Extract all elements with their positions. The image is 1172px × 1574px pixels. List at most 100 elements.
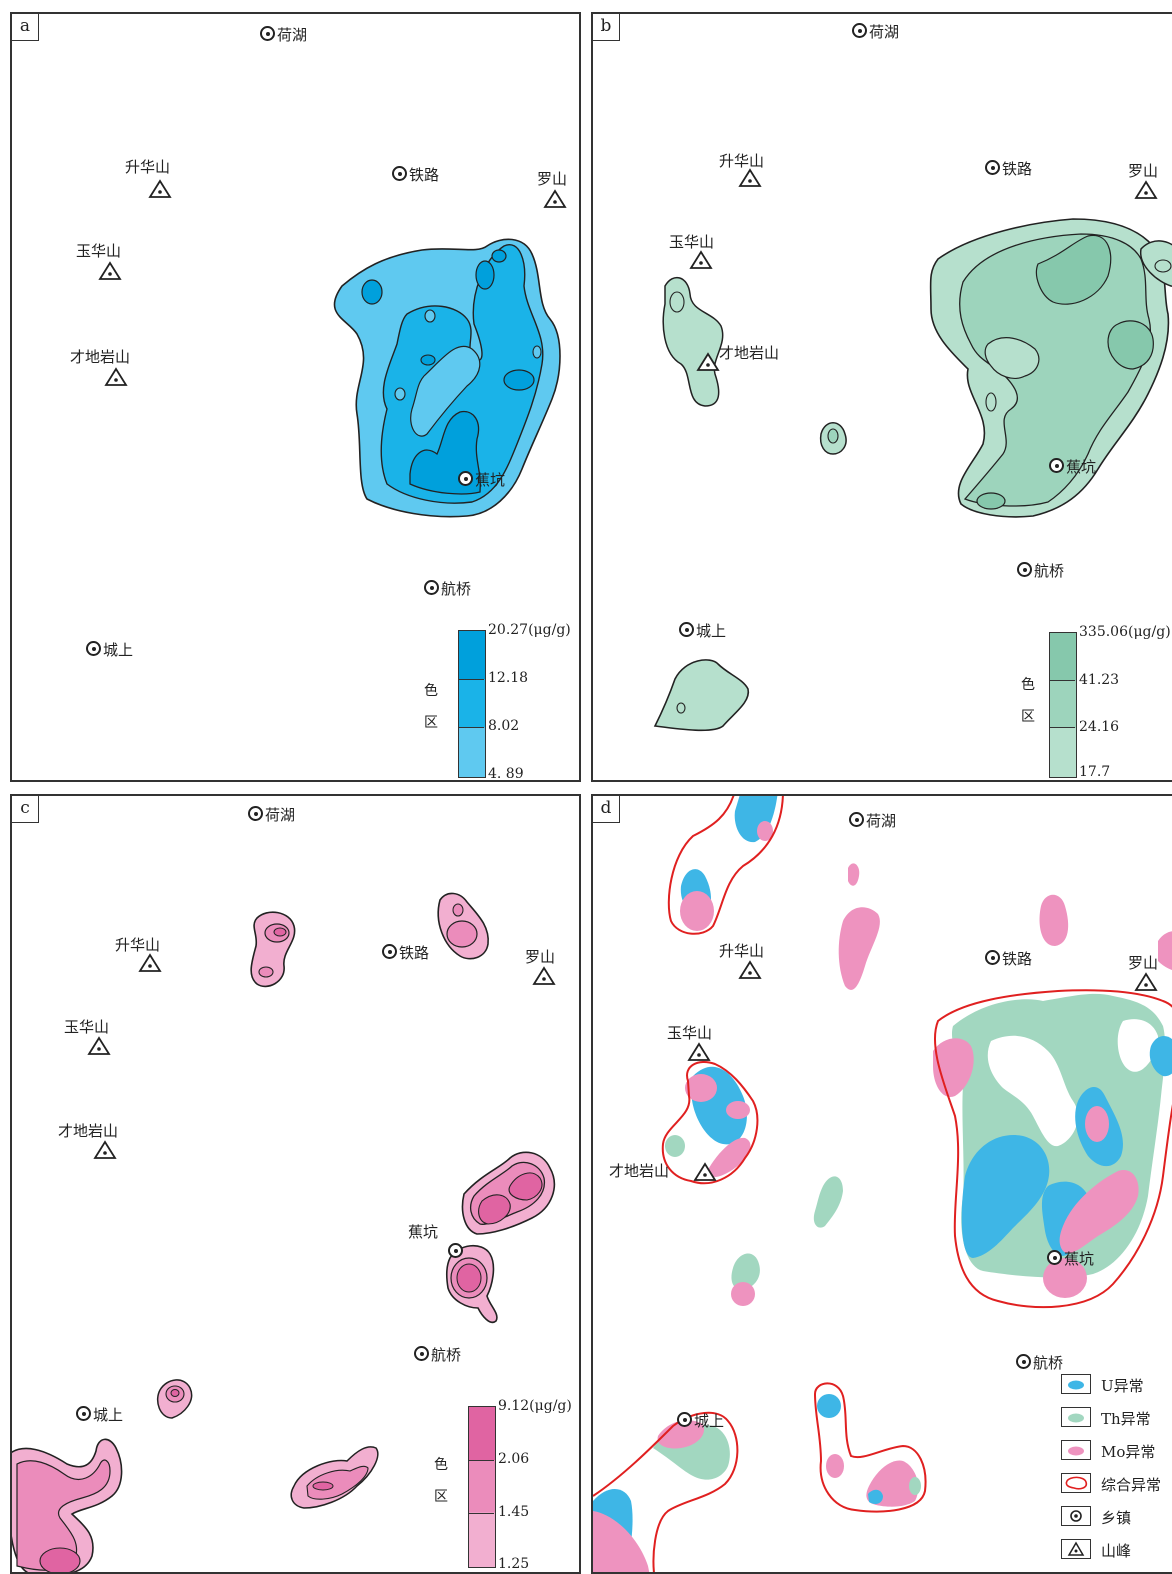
- mo-zone-inner: [170, 1389, 180, 1397]
- town-icon: [260, 26, 275, 41]
- color-scale-legend: 335.06(μg/g) 41.23 24.16 17.7 色 区: [1013, 624, 1172, 780]
- panel-c-mo-map: c 荷湖 铁路 蕉坑 航桥 城上 升华山 罗山 玉华山 才地岩山: [10, 794, 581, 1574]
- u-anomaly-contours: [333, 238, 561, 518]
- scale-value: 335.06(μg/g): [1079, 624, 1171, 640]
- peak-label: 罗山: [537, 170, 568, 188]
- triangle-peak-icon: [689, 250, 713, 269]
- peak-label: 罗山: [525, 948, 556, 966]
- scale-value: 1.25: [498, 1556, 530, 1572]
- mo-swatch-icon: [1061, 1440, 1091, 1460]
- mo-anomaly: [1158, 931, 1172, 970]
- u-zone-inner: [424, 309, 436, 323]
- town-icon: [679, 622, 694, 637]
- triangle-peak-icon: [1134, 972, 1158, 991]
- town-icon: [248, 806, 263, 821]
- scale-caption: 色: [424, 683, 438, 699]
- u-zone-inner: [475, 260, 495, 290]
- triangle-peak-icon: [687, 1042, 711, 1061]
- town-icon: [414, 1346, 429, 1361]
- mo-anomaly: [826, 1454, 844, 1478]
- color-scale-legend: 20.27(μg/g) 12.18 8.02 4. 89 色 区: [422, 622, 579, 782]
- u-anomaly: [961, 1135, 1050, 1258]
- color-scale-legend: 9.12(μg/g) 2.06 1.45 1.25 色 区: [432, 1398, 579, 1572]
- town-label: 荷湖: [849, 812, 896, 830]
- scale-caption: 色: [434, 1457, 448, 1473]
- triangle-peak-icon: [532, 966, 556, 985]
- town-label: 城上: [677, 1412, 724, 1430]
- scale-caption: 色: [1021, 677, 1035, 693]
- town-icon: [849, 812, 864, 827]
- scale-value: 1.45: [498, 1504, 530, 1520]
- mo-anomaly: [1039, 894, 1069, 946]
- th-zone-inner: [1107, 320, 1154, 370]
- peak-label: 才地岩山: [58, 1122, 119, 1140]
- triangle-peak-icon: [738, 168, 762, 187]
- triangle-peak-icon: [696, 352, 720, 371]
- town-icon: [448, 1243, 463, 1258]
- peak-label: 才地岩山: [609, 1162, 670, 1180]
- town-label: 城上: [86, 641, 133, 659]
- mo-zone-mid: [446, 920, 478, 948]
- mo-zone-mid: [258, 966, 274, 978]
- th-zone-inner: [1154, 259, 1172, 273]
- town-label: 荷湖: [260, 26, 307, 44]
- scale-value: 4. 89: [488, 766, 524, 782]
- th-zone-inner: [1035, 234, 1112, 305]
- th-zone-inner: [827, 428, 839, 444]
- mo-zone-outer: [250, 911, 296, 988]
- scale-value: 17.7: [1079, 764, 1111, 780]
- scale-value: 12.18: [488, 670, 529, 686]
- town-label: 航桥: [414, 1346, 461, 1364]
- town-icon: [458, 471, 473, 486]
- town-label: 航桥: [424, 580, 471, 598]
- town-label: 铁路: [985, 950, 1032, 968]
- town-icon: [382, 944, 397, 959]
- combined-anomaly: [661, 1061, 759, 1185]
- town-icon: [677, 1412, 692, 1427]
- town-icon: [76, 1406, 91, 1421]
- triangle-peak-icon: [1061, 1539, 1091, 1559]
- mo-zone-inner: [456, 1263, 482, 1293]
- mo-anomaly: [680, 891, 714, 931]
- triangle-peak-icon: [93, 1140, 117, 1159]
- peak-label: 才地岩山: [719, 344, 780, 362]
- mo-anomaly: [848, 863, 860, 886]
- th-swatch-icon: [1061, 1407, 1091, 1427]
- town-icon: [1049, 458, 1064, 473]
- combined-anomaly: [593, 1411, 739, 1572]
- u-zone-light-gap: [410, 345, 481, 437]
- u-anomaly: [868, 1489, 883, 1504]
- mo-anomaly: [685, 1074, 717, 1102]
- peak-label: 升华山: [719, 152, 765, 170]
- th-anomaly: [665, 1135, 685, 1157]
- town-icon: [1016, 1354, 1031, 1369]
- mo-anomaly: [838, 907, 880, 990]
- u-zone-inner: [394, 387, 406, 401]
- peak-label: 升华山: [125, 158, 171, 176]
- th-anomaly: [731, 1253, 760, 1290]
- u-zone-inner: [491, 249, 507, 263]
- peak-label: 玉华山: [64, 1018, 110, 1036]
- th-zone-inner: [976, 492, 1006, 510]
- triangle-peak-icon: [693, 1162, 717, 1181]
- town-label: 蕉坑: [458, 471, 505, 489]
- mo-zone-inner: [508, 1172, 543, 1201]
- scale-value: 20.27(μg/g): [488, 622, 571, 638]
- mo-zone-inner: [452, 903, 464, 917]
- mo-anomaly: [1059, 1170, 1139, 1254]
- map-legend: U异常 Th异常 Mo异常 综合异常 乡镇 山峰: [1061, 1374, 1172, 1572]
- mo-zone-inner: [312, 1481, 334, 1491]
- panel-d-combined-map: d: [591, 794, 1172, 1574]
- th-zone-light: [984, 337, 1040, 379]
- mo-anomaly: [726, 1101, 750, 1119]
- peak-label: 才地岩山: [70, 348, 131, 366]
- th-zone-light: [669, 291, 685, 313]
- mo-anomaly: [1043, 1258, 1087, 1298]
- u-zone-inner: [361, 279, 383, 305]
- combined-anomaly: [813, 1382, 927, 1513]
- peak-label: 蕉坑: [408, 1223, 439, 1241]
- scale-caption: 区: [434, 1489, 448, 1505]
- u-zone-inner: [503, 369, 535, 391]
- town-label: 城上: [76, 1406, 123, 1424]
- panel-label: a: [12, 14, 39, 41]
